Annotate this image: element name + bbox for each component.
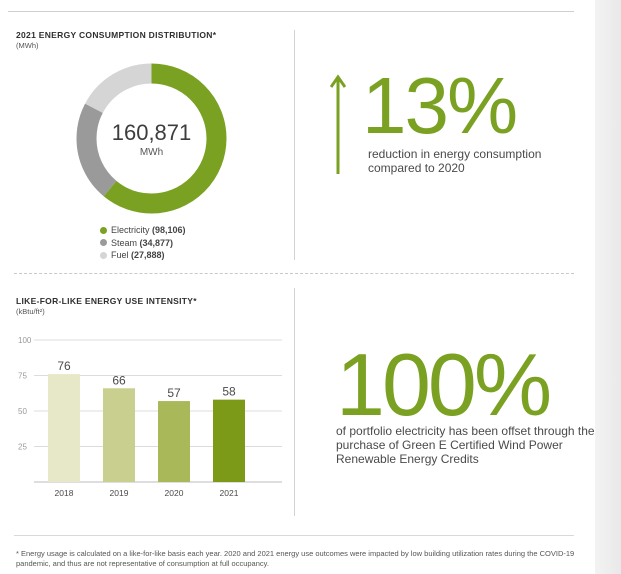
reduction-description: reduction in energy consumption compared… bbox=[368, 147, 542, 175]
reduction-percentage: 13% bbox=[362, 61, 518, 150]
legend-swatch-steam bbox=[100, 239, 107, 247]
x-tick-label: 2019 bbox=[110, 488, 129, 498]
legend-item-electricity: Electricity (98,106) bbox=[100, 224, 186, 237]
bar-value-label: 57 bbox=[167, 386, 181, 400]
bar-chart-unit: (kBtu/ft²) bbox=[16, 307, 45, 316]
bar-2019 bbox=[103, 388, 135, 482]
legend-item-fuel: Fuel (27,888) bbox=[100, 249, 186, 262]
x-tick-label: 2020 bbox=[165, 488, 184, 498]
legend-label: Electricity bbox=[111, 225, 150, 236]
legend-item-steam: Steam (34,877) bbox=[100, 237, 186, 250]
bar-chart-title: LIKE-FOR-LIKE ENERGY USE INTENSITY* bbox=[16, 296, 197, 306]
donut-chart-unit: (MWh) bbox=[16, 41, 39, 50]
donut-slice-fuel bbox=[76, 63, 227, 214]
top-divider bbox=[8, 11, 574, 12]
legend-swatch-fuel bbox=[100, 251, 107, 259]
footnote: * Energy usage is calculated on a like-f… bbox=[16, 549, 575, 568]
bar-value-label: 66 bbox=[112, 373, 126, 387]
legend-label: Fuel bbox=[111, 250, 129, 261]
bar-value-label: 58 bbox=[222, 385, 236, 399]
y-tick-label: 100 bbox=[18, 336, 32, 345]
bar-chart: 25 50 75 100 76 2018 66 2019 57 2020 58 2021 bbox=[18, 336, 282, 498]
bottom-divider bbox=[14, 535, 574, 536]
vertical-divider-bottom bbox=[294, 288, 295, 516]
donut-legend: Electricity (98,106) Steam (34,877) Fuel… bbox=[100, 224, 186, 262]
legend-value: (34,877) bbox=[139, 237, 174, 248]
bar-2018 bbox=[48, 374, 80, 482]
donut-center-unit: MWh bbox=[139, 147, 164, 158]
y-tick-label: 50 bbox=[18, 407, 27, 416]
y-tick-label: 75 bbox=[18, 372, 27, 381]
offset-description: of portfolio electricity has been offset… bbox=[336, 424, 595, 466]
page-edge-shadow bbox=[595, 0, 621, 574]
donut-slice-steam bbox=[76, 63, 227, 214]
legend-label: Steam bbox=[111, 237, 138, 248]
bar-2021 bbox=[213, 399, 245, 482]
y-tick-label: 25 bbox=[18, 443, 27, 452]
bar-value-label: 76 bbox=[57, 359, 71, 373]
legend-swatch-electricity bbox=[100, 226, 107, 234]
donut-chart-svg bbox=[76, 63, 227, 214]
offset-percentage: 100% bbox=[336, 335, 552, 434]
up-arrow-icon bbox=[330, 74, 346, 174]
vertical-divider-top bbox=[294, 30, 295, 260]
legend-value: (98,106) bbox=[152, 225, 186, 236]
bar-2020 bbox=[158, 401, 190, 482]
donut-chart-title: 2021 ENERGY CONSUMPTION DISTRIBUTION* bbox=[16, 30, 217, 40]
donut-center-value: 160,871 bbox=[111, 120, 192, 145]
x-tick-label: 2021 bbox=[220, 488, 239, 498]
x-tick-label: 2018 bbox=[55, 488, 74, 498]
middle-divider bbox=[14, 273, 574, 274]
donut-chart: 160,871 MWh bbox=[76, 63, 227, 214]
legend-value: (27,888) bbox=[131, 250, 165, 261]
